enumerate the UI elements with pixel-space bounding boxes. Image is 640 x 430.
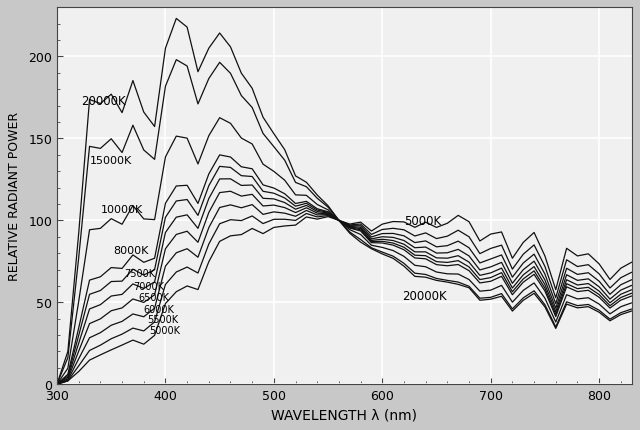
Text: 10000K: 10000K (100, 204, 143, 215)
Y-axis label: RELATIVE RADIANT POWER: RELATIVE RADIANT POWER (8, 112, 21, 281)
Text: 7000K: 7000K (133, 281, 164, 291)
Text: 15000K: 15000K (90, 155, 132, 166)
Text: 6500K: 6500K (138, 293, 170, 303)
Text: 5000K: 5000K (149, 326, 180, 335)
Text: 5000K: 5000K (404, 215, 441, 227)
Text: 20000K: 20000K (402, 289, 447, 303)
Text: 6000K: 6000K (144, 304, 175, 314)
X-axis label: WAVELENGTH λ (nm): WAVELENGTH λ (nm) (271, 408, 417, 422)
Text: 8000K: 8000K (113, 245, 148, 255)
Text: 5500K: 5500K (147, 314, 178, 324)
Text: 20000K: 20000K (81, 95, 125, 108)
Text: 7500K: 7500K (124, 268, 156, 278)
